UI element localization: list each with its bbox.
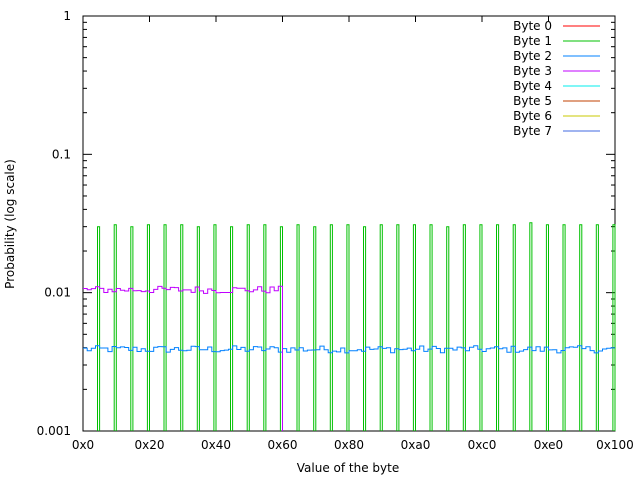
series-spike-byte-1 — [612, 224, 616, 431]
series-line-byte-2 — [83, 345, 615, 354]
x-tick-label: 0x0 — [72, 438, 94, 452]
series-spike-byte-1 — [479, 224, 483, 431]
series-spike-byte-1 — [230, 226, 234, 431]
series-spike-byte-1 — [446, 226, 450, 431]
x-tick-label: 0xc0 — [468, 438, 497, 452]
series-spike-byte-1 — [512, 224, 516, 431]
series-spike-byte-1 — [579, 224, 583, 431]
y-tick-label: 0.1 — [52, 147, 71, 161]
series-spike-byte-1 — [296, 224, 300, 431]
y-tick-label: 0.001 — [37, 424, 71, 438]
x-tick-label: 0x60 — [267, 438, 297, 452]
series-spike-byte-1 — [246, 224, 250, 431]
series-spike-byte-1 — [180, 224, 184, 431]
legend-label-byte-0: Byte 0 — [513, 19, 552, 33]
y-axis-ticks: 1 0.1 0.01 0.001 — [37, 9, 615, 438]
series-spike-byte-1 — [529, 222, 533, 431]
series-spike-byte-1 — [163, 224, 167, 431]
series-spike-byte-1 — [263, 224, 267, 431]
series-spike-byte-1 — [113, 224, 117, 431]
series-spike-byte-1 — [396, 224, 400, 431]
series-line-byte-3 — [83, 285, 283, 431]
y-axis-label: Probability (log scale) — [3, 159, 17, 289]
series-spike-byte-1 — [429, 224, 433, 431]
x-tick-label: 0xa0 — [401, 438, 431, 452]
series-spike-byte-1 — [213, 224, 217, 431]
series-spike-byte-1 — [412, 224, 416, 431]
series-spike-byte-1 — [146, 224, 150, 431]
x-tick-label: 0x20 — [134, 438, 164, 452]
x-tick-label: 0xe0 — [534, 438, 563, 452]
legend-label-byte-7: Byte 7 — [513, 124, 552, 138]
series-spike-byte-1 — [462, 224, 466, 431]
x-tick-label: 0x80 — [334, 438, 364, 452]
series-spike-byte-1 — [313, 226, 317, 431]
series-spike-byte-1 — [346, 224, 350, 431]
legend-label-byte-1: Byte 1 — [513, 34, 552, 48]
legend-label-byte-4: Byte 4 — [513, 79, 552, 93]
series-spike-byte-1 — [379, 224, 383, 431]
series-spike-byte-1 — [595, 224, 599, 431]
series-spike-byte-1 — [562, 224, 566, 431]
y-tick-label: 1 — [63, 9, 71, 23]
legend-label-byte-3: Byte 3 — [513, 64, 552, 78]
y-tick-label: 0.01 — [44, 286, 71, 300]
legend-label-byte-2: Byte 2 — [513, 49, 552, 63]
series-spike-byte-1 — [496, 224, 500, 431]
series-spike-byte-1 — [97, 226, 101, 431]
series-spike-byte-1 — [545, 224, 549, 431]
series-spike-byte-1 — [130, 226, 134, 431]
series-spike-byte-1 — [363, 226, 367, 431]
series-spike-byte-1 — [329, 224, 333, 431]
x-axis-label: Value of the byte — [297, 461, 399, 475]
series-spike-byte-1 — [196, 226, 200, 431]
legend-label-byte-6: Byte 6 — [513, 109, 552, 123]
series-layer — [83, 222, 616, 431]
x-tick-label: 0x100 — [596, 438, 634, 452]
legend-label-byte-5: Byte 5 — [513, 94, 552, 108]
x-tick-label: 0x40 — [201, 438, 231, 452]
